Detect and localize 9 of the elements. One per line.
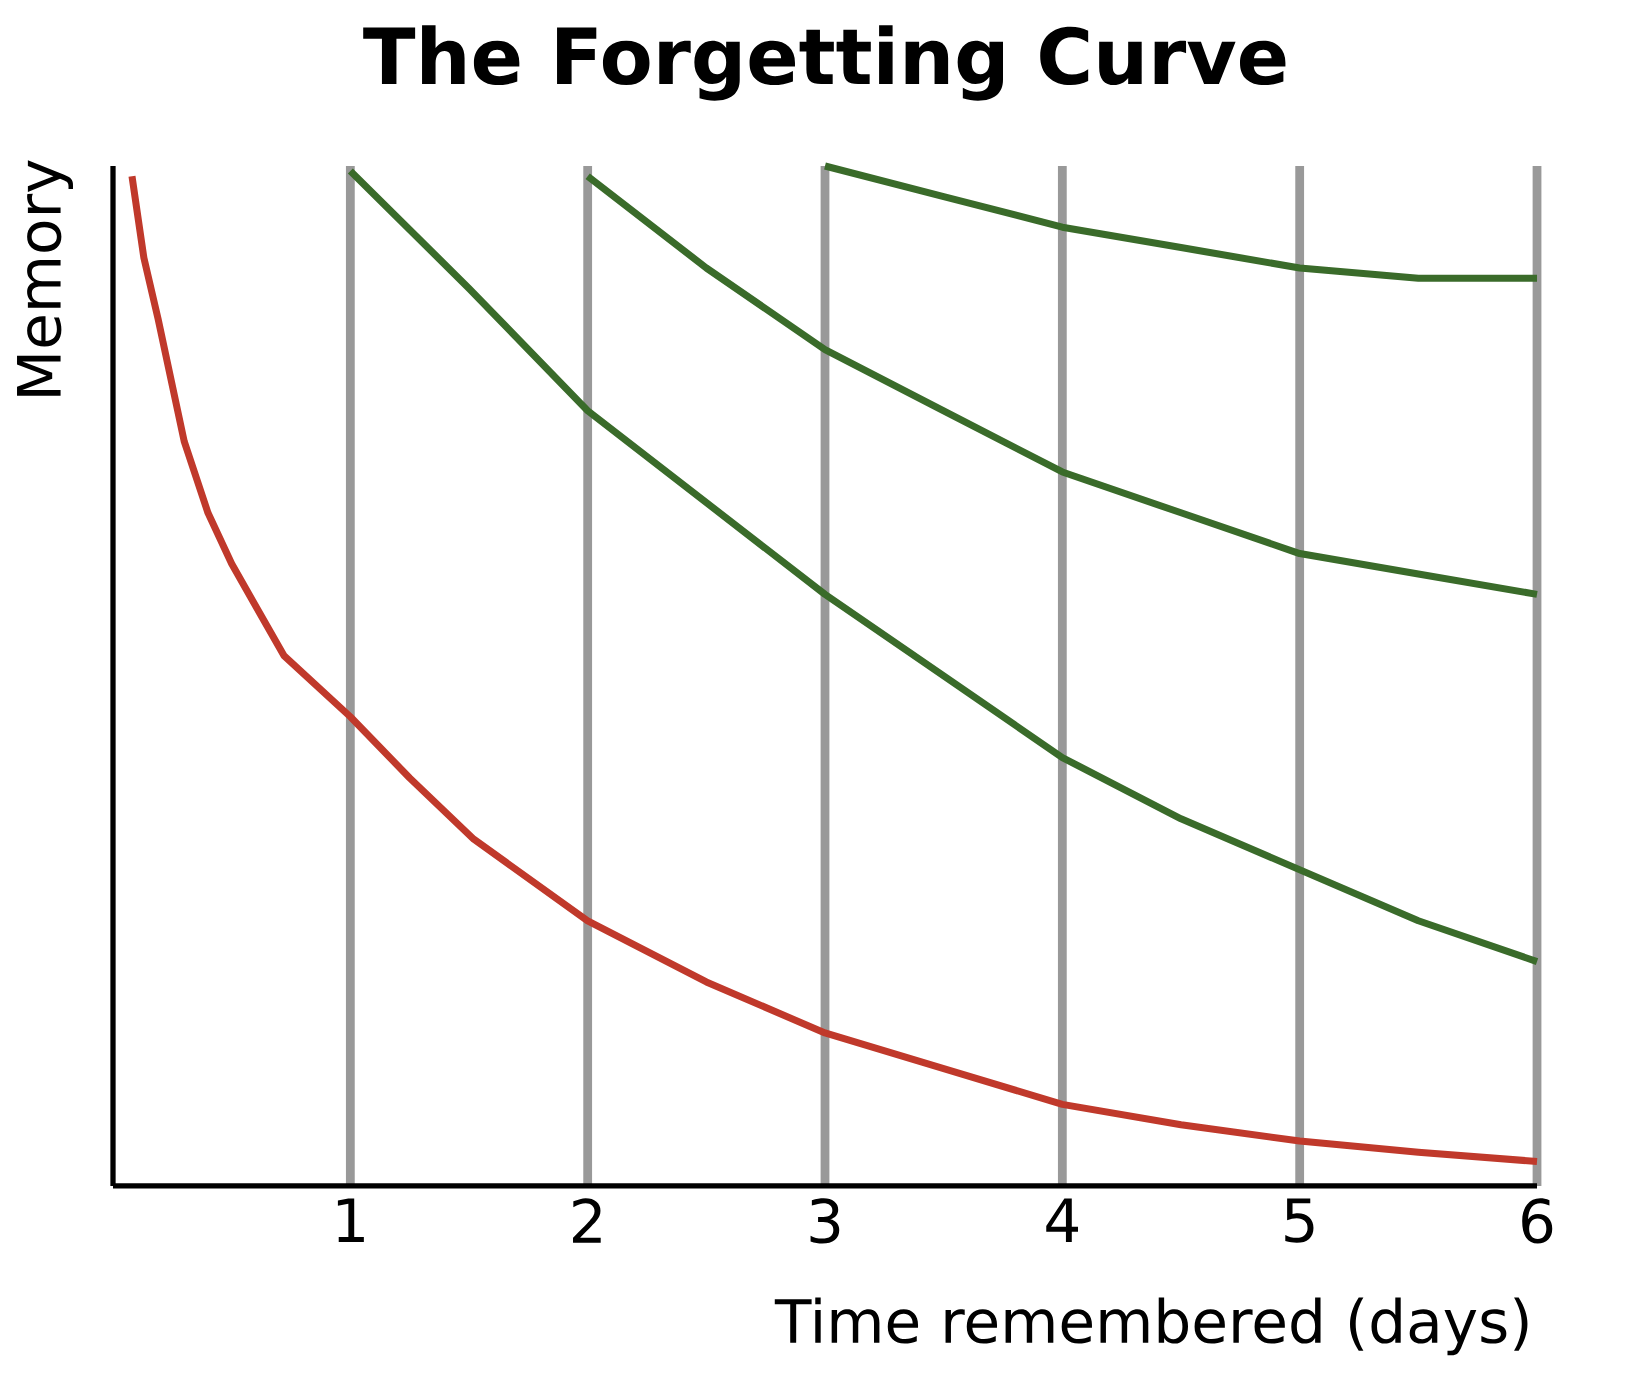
- x-tick-label: 2: [573, 1198, 601, 1243]
- x-tick-label: 6: [1522, 1198, 1553, 1244]
- x-tick-label: 1: [337, 1198, 364, 1242]
- x-tick-label: 4: [1046, 1198, 1079, 1242]
- x-axis-title: Time remembered (days): [774, 1297, 1528, 1356]
- x-tick-label: 3: [810, 1198, 840, 1244]
- y-axis-title: Memory: [17, 160, 73, 396]
- chart-title: The Forgetting Curve: [363, 25, 1286, 101]
- x-tick-label: 5: [1285, 1198, 1314, 1243]
